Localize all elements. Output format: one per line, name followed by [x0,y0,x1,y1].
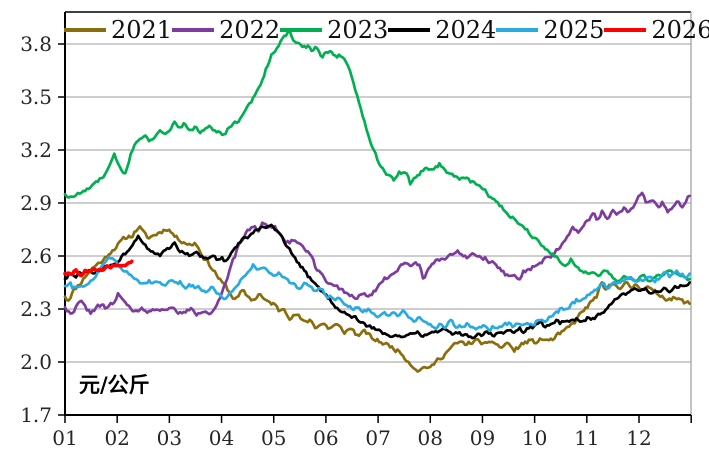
legend-label-2023: 2023 [327,16,389,44]
legend-label-2024: 2024 [435,16,497,44]
x-tick-label: 09 [469,426,496,450]
legend-entry-2026: 2026 [604,18,709,42]
x-tick-label: 03 [156,426,183,450]
legend: 2021 2022 2023 2024 2025 2026 [64,15,709,45]
x-tick-label: 07 [365,426,391,450]
legend-entry-2021: 2021 [64,18,172,42]
legend-swatch-2026 [604,28,647,32]
y-tick-label: 2.3 [20,297,52,321]
legend-label-2021: 2021 [111,16,173,44]
series-line-2025 [63,256,691,332]
y-tick-label: 2.9 [20,191,52,215]
x-tick-label: 04 [208,426,235,450]
x-tick-label: 12 [626,426,652,450]
legend-swatch-2022 [172,28,215,32]
legend-label-2025: 2025 [543,16,605,44]
legend-swatch-2024 [388,28,431,32]
series-line-2023 [63,29,691,283]
legend-entry-2023: 2023 [280,18,388,42]
y-tick-label: 2.6 [20,244,52,268]
legend-label-2026: 2026 [651,16,709,44]
y-tick-label: 3.2 [20,138,52,162]
unit-label: 元/公斤 [79,373,150,397]
y-tick-label: 2.0 [20,350,52,374]
legend-entry-2024: 2024 [388,18,496,42]
series-line-2022 [63,191,691,317]
x-tick-label: 06 [313,426,339,450]
legend-entry-2022: 2022 [172,18,280,42]
y-tick-label: 1.7 [20,403,52,427]
legend-swatch-2025 [496,28,539,32]
y-tick-label: 3.8 [20,32,52,56]
series-line-2026 [63,259,134,278]
series-line-2021 [63,225,691,373]
x-tick-label: 02 [104,426,130,450]
legend-entry-2025: 2025 [496,18,604,42]
y-tick-label: 3.5 [20,85,52,109]
series-line-2024 [63,223,691,340]
x-tick-label: 11 [574,426,600,450]
legend-swatch-2023 [280,28,323,32]
x-tick-label: 10 [521,426,548,450]
legend-swatch-2021 [64,28,106,32]
x-tick-label: 05 [260,426,287,450]
x-tick-label: 08 [417,426,443,450]
x-tick-label: 01 [52,426,78,450]
legend-label-2022: 2022 [219,16,281,44]
